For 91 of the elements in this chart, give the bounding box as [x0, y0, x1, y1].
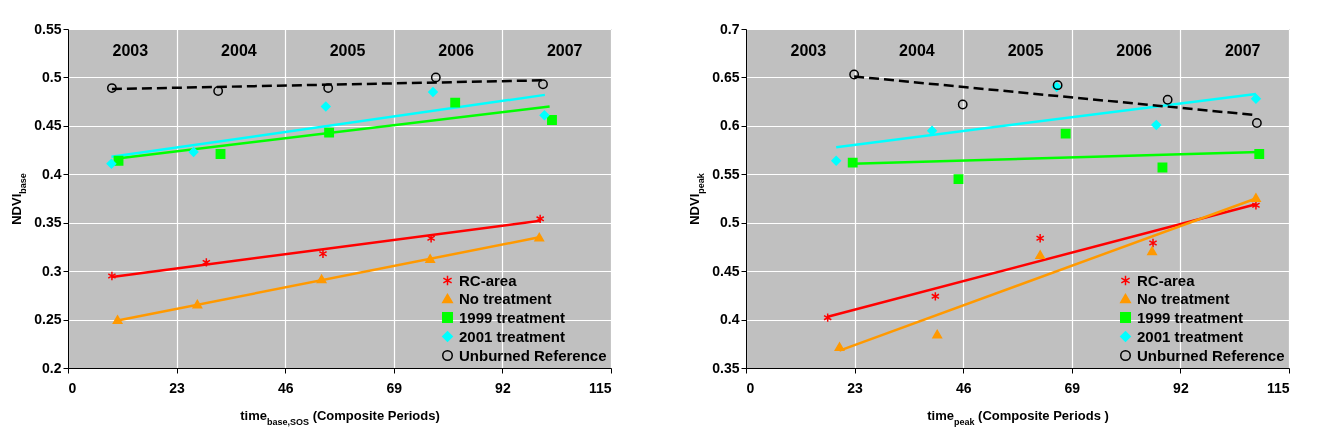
x-tick-label: 23 [847, 379, 864, 396]
y-tick-label: 0.7 [720, 20, 740, 37]
point [831, 155, 842, 166]
point [107, 271, 117, 281]
x-tick-label: 92 [495, 379, 511, 396]
y-tick-label: 0.5 [720, 214, 740, 231]
legend-label: RC-area [459, 271, 518, 289]
legend-label: 1999 treatment [459, 308, 565, 326]
legend-label: Unburned Reference [1137, 346, 1285, 364]
y-tick-label: 0.5 [42, 68, 62, 85]
x-tick-label: 115 [588, 379, 612, 396]
point [112, 315, 123, 324]
point [1151, 119, 1162, 130]
x-axis-title: time$_{base,SOS}$ (Composite Periods) [240, 407, 440, 427]
point [324, 127, 335, 138]
y-tick-label: 0.2 [42, 359, 62, 376]
y-tick-label: 0.4 [720, 311, 740, 328]
annotation: 2003 [790, 42, 827, 59]
y-tick-label: 0.35 [34, 214, 62, 231]
x-tick-label: 46 [277, 379, 294, 396]
point [538, 79, 548, 90]
point [547, 115, 557, 125]
y-tick-label: 0.3 [42, 262, 62, 279]
point [1148, 238, 1158, 248]
x-tick-label: 115 [1266, 379, 1290, 396]
annotation: 2007 [1224, 42, 1261, 59]
x-tick-label: 92 [1173, 379, 1189, 396]
legend-label: No treatment [1137, 289, 1230, 307]
point [215, 149, 226, 159]
point [849, 69, 860, 80]
y-tick-label: 0.25 [34, 311, 62, 328]
point [1147, 246, 1157, 256]
x-tick-label: 46 [955, 379, 972, 396]
annotation: 2006 [438, 42, 474, 59]
annotation: 2004 [221, 42, 257, 59]
point [834, 342, 845, 352]
point [1254, 149, 1265, 159]
legend-label: No treatment [459, 289, 552, 307]
y-tick-label: 0.55 [34, 20, 62, 37]
y-tick-label: 0.45 [34, 117, 62, 134]
point [1035, 233, 1045, 244]
point [320, 101, 331, 112]
legend-label: 1999 treatment [1137, 308, 1243, 326]
point [213, 86, 224, 96]
point [316, 274, 327, 284]
legend-label: Unburned Reference [459, 346, 607, 364]
point [1060, 128, 1071, 139]
point [1251, 118, 1262, 128]
point [192, 299, 203, 309]
point [428, 87, 438, 97]
x-tick-label: 0 [746, 379, 755, 396]
point [534, 232, 545, 242]
point [847, 157, 858, 168]
point [1035, 250, 1046, 260]
point [930, 291, 940, 302]
y-tick-label: 0.4 [42, 165, 62, 182]
y-tick-label: 0.65 [712, 68, 740, 85]
x-tick-label: 69 [1064, 379, 1081, 396]
point [201, 257, 211, 268]
x-tick-label: 0 [68, 379, 77, 396]
point [539, 110, 550, 121]
y-tick-label: 0.35 [712, 359, 740, 376]
point [425, 254, 436, 263]
annotation: 2003 [112, 42, 149, 59]
point [1251, 93, 1261, 104]
point [932, 329, 943, 339]
point [430, 72, 441, 83]
point [106, 83, 117, 94]
annotation: 2004 [899, 42, 935, 59]
legend-label: 2001 treatment [1137, 327, 1243, 345]
annotation: 2005 [329, 42, 366, 59]
point [1251, 193, 1261, 202]
point [188, 147, 199, 157]
y-tick-label: 0.55 [712, 165, 740, 182]
point [1162, 94, 1173, 105]
x-tick-label: 23 [169, 379, 186, 396]
annotation: 2005 [1007, 42, 1044, 59]
legend-label: 2001 treatment [459, 327, 565, 345]
x-tick-label: 69 [386, 379, 403, 396]
point [535, 213, 545, 224]
point [323, 83, 334, 94]
y-tick-label: 0.6 [720, 117, 740, 134]
legend-label: RC-area [1137, 271, 1196, 289]
point [957, 99, 968, 110]
point [450, 97, 461, 108]
annotation: 2006 [1116, 42, 1152, 59]
x-axis-title: time$_{peak}$ (Composite Periods ) [927, 407, 1109, 427]
y-tick-label: 0.45 [712, 262, 740, 279]
annotation: 2007 [546, 42, 583, 59]
point [106, 158, 117, 169]
point [953, 174, 964, 185]
